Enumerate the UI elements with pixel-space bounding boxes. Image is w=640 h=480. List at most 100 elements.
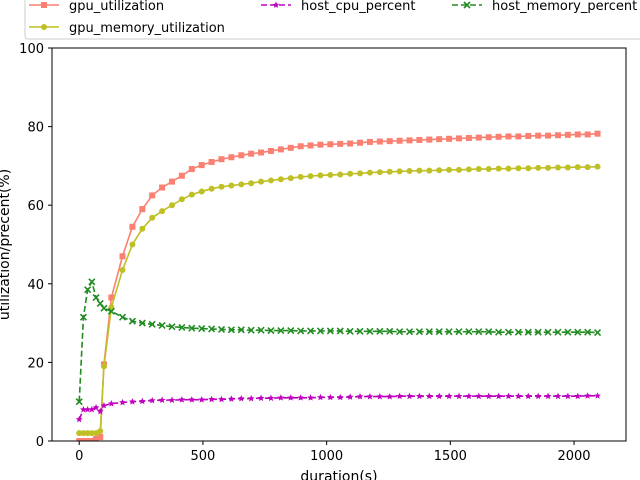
data-point [485,134,492,141]
data-point [92,293,100,302]
data-point [119,253,126,260]
data-point [465,166,472,173]
data-point [376,138,383,145]
data-point [544,392,552,400]
data-point [238,152,245,159]
data-point [485,328,493,336]
plot-marks [75,130,602,441]
data-point [574,392,582,400]
data-point [524,328,532,336]
data-point [88,405,96,413]
legend-label: host_cpu_percent [301,0,416,14]
data-point [356,392,364,400]
data-point [436,136,443,143]
data-point [168,202,175,209]
data-point [346,393,354,400]
data-point [277,394,285,401]
data-point [100,304,108,312]
data-point [80,438,87,441]
data-point [257,326,265,334]
data-point [267,177,274,184]
data-point [446,135,453,142]
data-point [80,430,87,437]
data-point [138,397,146,405]
data-point [148,396,156,404]
legend-label: gpu_utilization [69,0,164,14]
data-point [188,324,196,332]
data-point [564,328,572,336]
series-gpu_utilization [76,130,601,441]
data-point [317,141,324,148]
data-point [96,407,104,415]
data-point [386,392,394,400]
y-tick-label: 80 [27,121,44,136]
data-point [178,196,185,203]
data-point [425,392,433,400]
data-point [218,183,225,190]
data-point [297,173,304,180]
data-point [107,307,115,315]
data-point [564,131,571,138]
data-point [168,396,176,404]
data-point [129,241,136,248]
data-point [485,166,492,173]
data-point [97,434,104,441]
legend-entry: host_memory_percent [452,0,637,14]
data-point [495,392,503,400]
data-point [505,165,512,172]
data-point [119,398,126,406]
legend-box [24,0,640,40]
legend-marker [272,1,280,8]
data-point [396,168,403,175]
data-point [198,396,206,403]
data-point [218,395,225,403]
data-point [178,172,185,179]
data-point [247,394,255,402]
data-point [92,404,100,411]
data-point [128,398,136,405]
data-point [287,327,295,335]
x-tick-label: 500 [191,449,216,464]
data-point [386,138,393,145]
data-point [426,136,433,143]
legend-marker [41,2,47,8]
data-point [574,131,581,138]
data-point [88,278,96,286]
data-point [406,137,413,144]
data-point [108,294,115,301]
data-point [327,171,334,178]
data-point [435,328,443,336]
data-point [277,176,284,183]
data-point [475,328,483,336]
data-point [406,168,413,175]
data-point [97,428,104,435]
data-point [545,132,552,139]
series-line [79,165,598,434]
data-point [337,140,344,147]
data-point [514,392,522,400]
data-point [228,154,235,161]
data-point [584,131,591,138]
series-line [78,279,598,402]
data-point [80,405,87,413]
data-point [228,182,235,189]
data-point [75,398,83,406]
data-point [128,317,136,325]
data-point [287,144,294,151]
data-point [465,392,473,400]
y-tick-label: 20 [27,356,44,371]
data-point [426,167,433,174]
data-point [455,135,462,142]
data-point [366,327,374,335]
data-point [386,168,393,175]
x-tick-label: 0 [75,449,83,464]
axes-frame [51,47,627,442]
data-point [227,395,235,402]
data-point [237,326,245,334]
data-point [306,327,315,335]
data-point [534,328,542,336]
data-point [149,192,156,199]
data-point [336,327,344,335]
data-point [594,163,601,170]
data-point [188,396,196,403]
